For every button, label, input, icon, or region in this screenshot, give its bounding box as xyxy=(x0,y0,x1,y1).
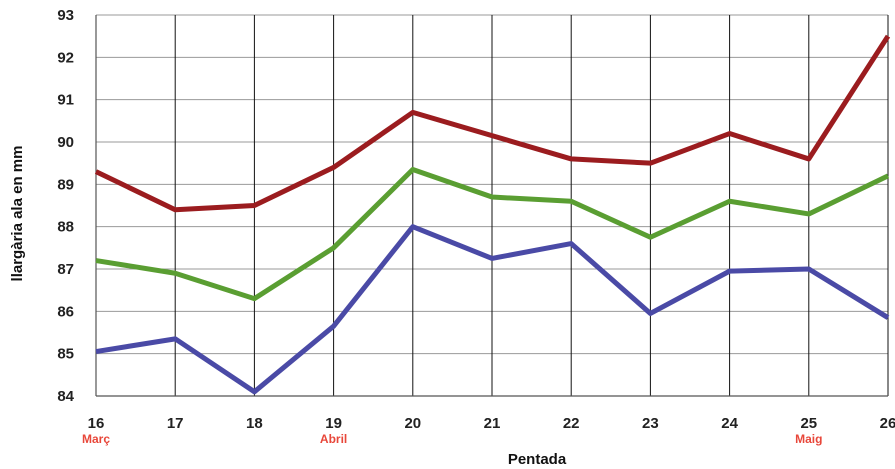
y-tick-label: 92 xyxy=(57,49,74,66)
x-tick-label: 25 xyxy=(800,415,817,432)
y-tick-label: 87 xyxy=(57,261,74,278)
x-tick-label: 23 xyxy=(642,415,659,432)
x-axis-title: Pentada xyxy=(508,451,567,468)
y-tick-label: 90 xyxy=(57,134,74,151)
x-tick-label: 18 xyxy=(246,415,263,432)
series-line-1 xyxy=(94,34,891,213)
x-tick-label: 24 xyxy=(721,415,738,432)
series-lines xyxy=(94,34,891,395)
x-tick-labels: 16 17 18 19 20 21 22 23 24 25 26 xyxy=(88,415,895,432)
y-tick-labels: 84 85 86 87 88 89 90 91 92 93 xyxy=(57,7,74,405)
y-tick-label: 85 xyxy=(57,346,74,363)
y-tick-label: 93 xyxy=(57,7,74,24)
y-tick-label: 91 xyxy=(57,92,74,109)
month-label: Maig xyxy=(795,432,822,446)
month-label: Març xyxy=(82,432,110,446)
x-tick-label: 19 xyxy=(325,415,342,432)
month-label: Abril xyxy=(320,432,347,446)
series-line-2 xyxy=(95,167,890,302)
x-tick-label: 21 xyxy=(484,415,501,432)
y-tick-label: 84 xyxy=(57,388,74,405)
series-line-3 xyxy=(95,224,890,395)
y-tick-label: 86 xyxy=(57,303,74,320)
x-tick-label: 20 xyxy=(404,415,421,432)
x-tick-label: 16 xyxy=(88,415,105,432)
month-labels: Març Abril Maig xyxy=(82,432,822,446)
x-tick-label: 17 xyxy=(167,415,184,432)
x-tick-label: 26 xyxy=(880,415,895,432)
x-tick-label: 22 xyxy=(563,415,580,432)
y-tick-label: 89 xyxy=(57,176,74,193)
y-axis-title: llargària ala en mm xyxy=(9,146,26,282)
y-tick-label: 88 xyxy=(57,219,74,236)
